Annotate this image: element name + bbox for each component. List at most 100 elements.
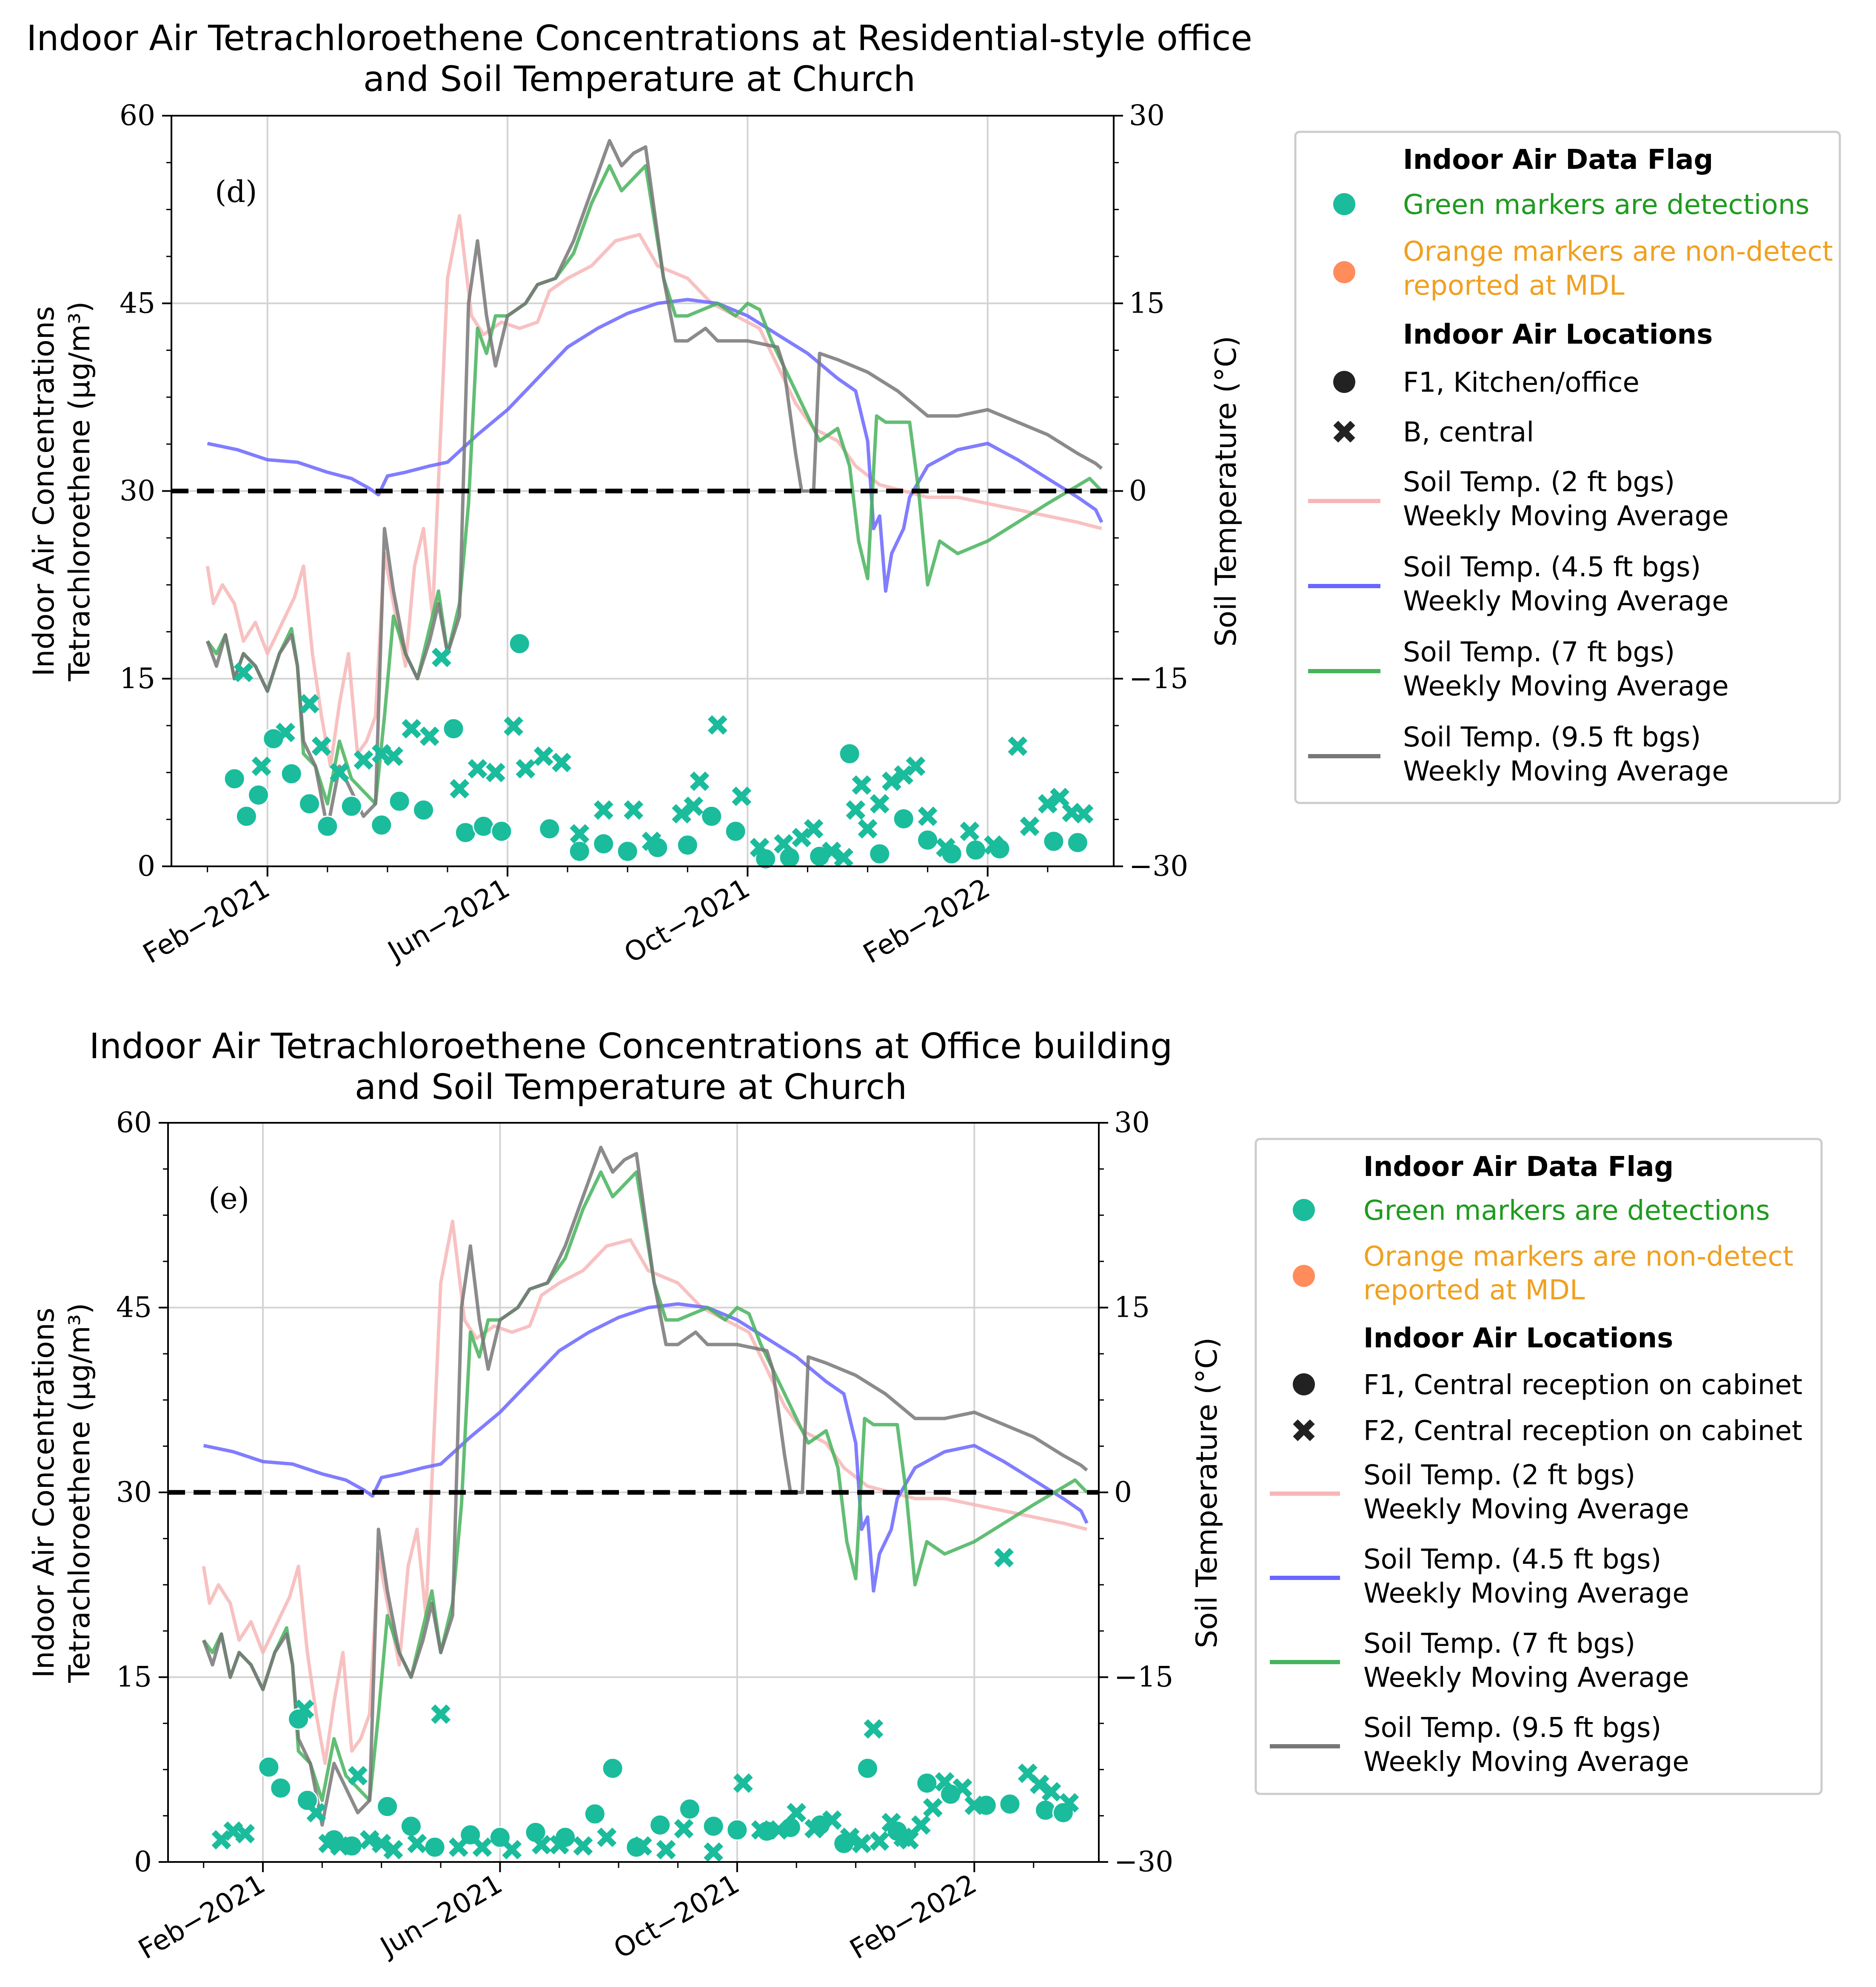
marker-circle xyxy=(508,632,530,655)
marker-circle xyxy=(371,814,393,836)
marker-x xyxy=(1059,1793,1079,1813)
marker-x xyxy=(769,1820,789,1840)
marker-circle xyxy=(593,833,615,855)
y-tick-label: 45 xyxy=(120,287,155,319)
y-right-tick-label: 30 xyxy=(1114,1106,1150,1139)
marker-x xyxy=(732,786,752,806)
marker-x xyxy=(882,771,901,791)
marker-circle xyxy=(388,790,411,812)
legend-x-marker xyxy=(1293,1419,1315,1441)
marker-x xyxy=(864,1719,884,1739)
marker-x xyxy=(504,716,524,736)
marker-x xyxy=(751,1820,771,1840)
y-axis-label-line1: Indoor Air Concentrations xyxy=(27,306,61,677)
x-tick-label: Feb−2022 xyxy=(858,873,995,970)
chart-title-line1: Indoor Air Tetrachloroethene Concentrati… xyxy=(26,18,1252,59)
marker-circle xyxy=(726,1819,748,1841)
x-tick-label: Oct−2021 xyxy=(619,873,755,970)
marker-x xyxy=(234,663,254,682)
y-axis-label-line2: Tetrachloroethene (µg/m³) xyxy=(63,1303,97,1683)
marker-x xyxy=(704,1842,724,1862)
marker-x xyxy=(532,1835,551,1855)
marker-x xyxy=(306,1803,326,1823)
marker-circle xyxy=(838,743,861,765)
legend-green-marker xyxy=(1333,193,1355,215)
marker-circle xyxy=(376,1796,399,1818)
marker-x xyxy=(593,800,613,820)
marker-x xyxy=(936,837,955,857)
marker-circle xyxy=(568,840,590,863)
panel-e: Indoor Air Tetrachloroethene Concentrati… xyxy=(27,1026,1823,1966)
legend-circle-marker xyxy=(1333,371,1355,393)
marker-x xyxy=(299,694,319,714)
marker-circle xyxy=(223,768,245,790)
marker-x xyxy=(733,1773,753,1793)
marker-x xyxy=(407,1833,427,1853)
marker-x xyxy=(852,1833,872,1853)
marker-x xyxy=(960,821,980,841)
legend-circle-marker xyxy=(1293,1373,1315,1395)
marker-x xyxy=(330,1836,350,1856)
marker-circle xyxy=(755,848,777,870)
marker-x xyxy=(935,1772,955,1792)
marker-x xyxy=(674,1819,694,1839)
chart-title-line2: and Soil Temperature at Church xyxy=(355,1067,907,1107)
marker-circle xyxy=(539,818,561,840)
marker-circle xyxy=(316,815,339,837)
x-tick-label: Jun−2021 xyxy=(374,1868,508,1964)
y-tick-label: 0 xyxy=(137,850,155,882)
axes: 0 15 30 45 60 −30 −15 0 15 30 Feb−2021 Jun−2021 Oct−… xyxy=(116,1106,1173,1966)
marker-x xyxy=(1038,794,1058,814)
marker-circle xyxy=(1035,1799,1057,1821)
concentration-markers xyxy=(211,1548,1079,1862)
marker-circle xyxy=(258,1756,280,1778)
marker-x xyxy=(1050,788,1069,808)
y-tick-label: 60 xyxy=(120,99,155,132)
marker-circle xyxy=(702,1815,724,1837)
marker-x xyxy=(632,1836,652,1856)
marker-circle xyxy=(869,843,891,865)
marker-x xyxy=(624,800,644,820)
legend-line-9p5ft-l1: Soil Temp. (9.5 ft bgs) xyxy=(1363,1712,1661,1744)
marker-circle xyxy=(442,717,465,740)
marker-circle xyxy=(490,820,513,843)
y-right-tick-label: 0 xyxy=(1114,1476,1132,1509)
marker-circle xyxy=(856,1757,878,1779)
legend: Indoor Air Data Flag Green markers are d… xyxy=(1294,131,1841,804)
marker-x xyxy=(804,819,824,839)
y-right-tick-label: −30 xyxy=(1129,850,1188,882)
marker-x xyxy=(516,759,536,779)
marker-x xyxy=(690,771,710,791)
series-line-9-5-ft-bgs xyxy=(205,139,1103,831)
legend-x-marker xyxy=(1333,421,1355,443)
marker-x xyxy=(311,736,331,756)
marker-x xyxy=(1008,736,1028,756)
marker-x xyxy=(276,723,296,743)
marker-x xyxy=(964,1795,984,1815)
legend-box xyxy=(1294,131,1841,804)
legend-line-9p5ft-l2: Weekly Moving Average xyxy=(1363,1746,1689,1778)
marker-x xyxy=(750,837,770,857)
marker-x xyxy=(899,1830,919,1850)
panel-letter: (e) xyxy=(208,1181,249,1216)
legend-orange-marker xyxy=(1293,1265,1315,1287)
series-line-9-5-ft-bgs xyxy=(202,1145,1088,1827)
y-tick-label: 45 xyxy=(116,1291,152,1324)
marker-x xyxy=(684,796,704,816)
marker-x xyxy=(359,1830,379,1850)
y-tick-label: 30 xyxy=(120,475,155,507)
legend-orange-text-2: reported at MDL xyxy=(1403,270,1625,302)
marker-x xyxy=(533,746,553,766)
y-right-tick-label: 15 xyxy=(1129,287,1165,319)
marker-x xyxy=(804,1819,824,1839)
y-axis-right-label: Soil Temperature (°C) xyxy=(1190,1337,1224,1648)
marker-circle xyxy=(892,808,915,830)
marker-x xyxy=(448,1837,468,1857)
panel-letter: (d) xyxy=(215,174,257,209)
marker-x xyxy=(402,719,422,739)
x-tick-label: Jun−2021 xyxy=(382,873,516,968)
x-tick-label: Feb−2021 xyxy=(138,873,275,970)
marker-x xyxy=(911,1815,931,1835)
marker-circle xyxy=(917,829,939,851)
